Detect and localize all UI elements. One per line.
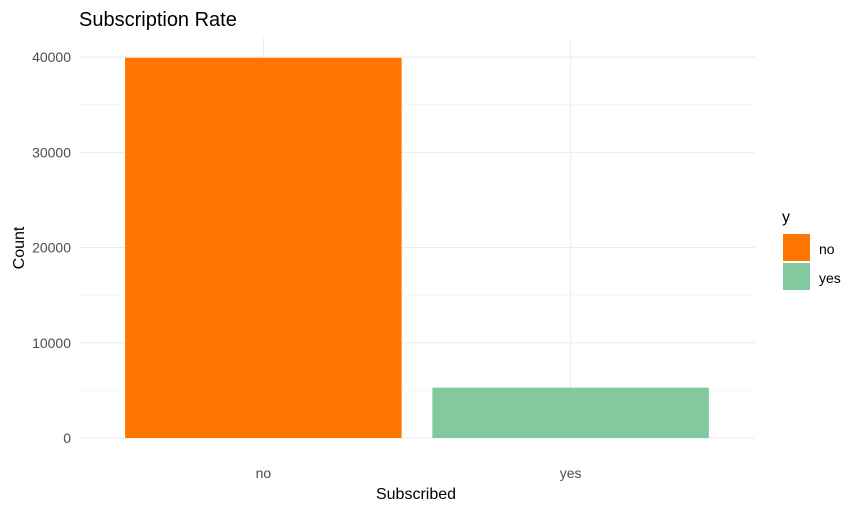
y-tick-label: 20000 [32, 240, 71, 256]
y-tick-label: 30000 [32, 144, 71, 160]
y-tick-label: 10000 [32, 335, 71, 351]
x-axis-title: Subscribed [376, 486, 456, 503]
legend-title: y [782, 209, 790, 226]
chart-title: Subscription Rate [79, 9, 237, 31]
y-axis-title: Count [11, 226, 28, 269]
bar-yes [432, 387, 709, 438]
legend-label-yes: yes [819, 270, 841, 286]
legend-key-yes [783, 263, 810, 290]
x-axis-ticks: no yes [256, 465, 582, 481]
bars [125, 57, 709, 439]
legend: y no yes [782, 209, 841, 290]
legend-label-no: no [819, 241, 835, 257]
y-tick-label: 40000 [32, 49, 71, 65]
y-tick-label: 0 [63, 430, 71, 446]
x-tick-label: yes [560, 465, 582, 481]
y-axis-ticks: 0 10000 20000 30000 40000 [32, 49, 71, 446]
bar-no [125, 57, 402, 439]
x-tick-label: no [256, 465, 272, 481]
legend-key-no [783, 234, 810, 261]
